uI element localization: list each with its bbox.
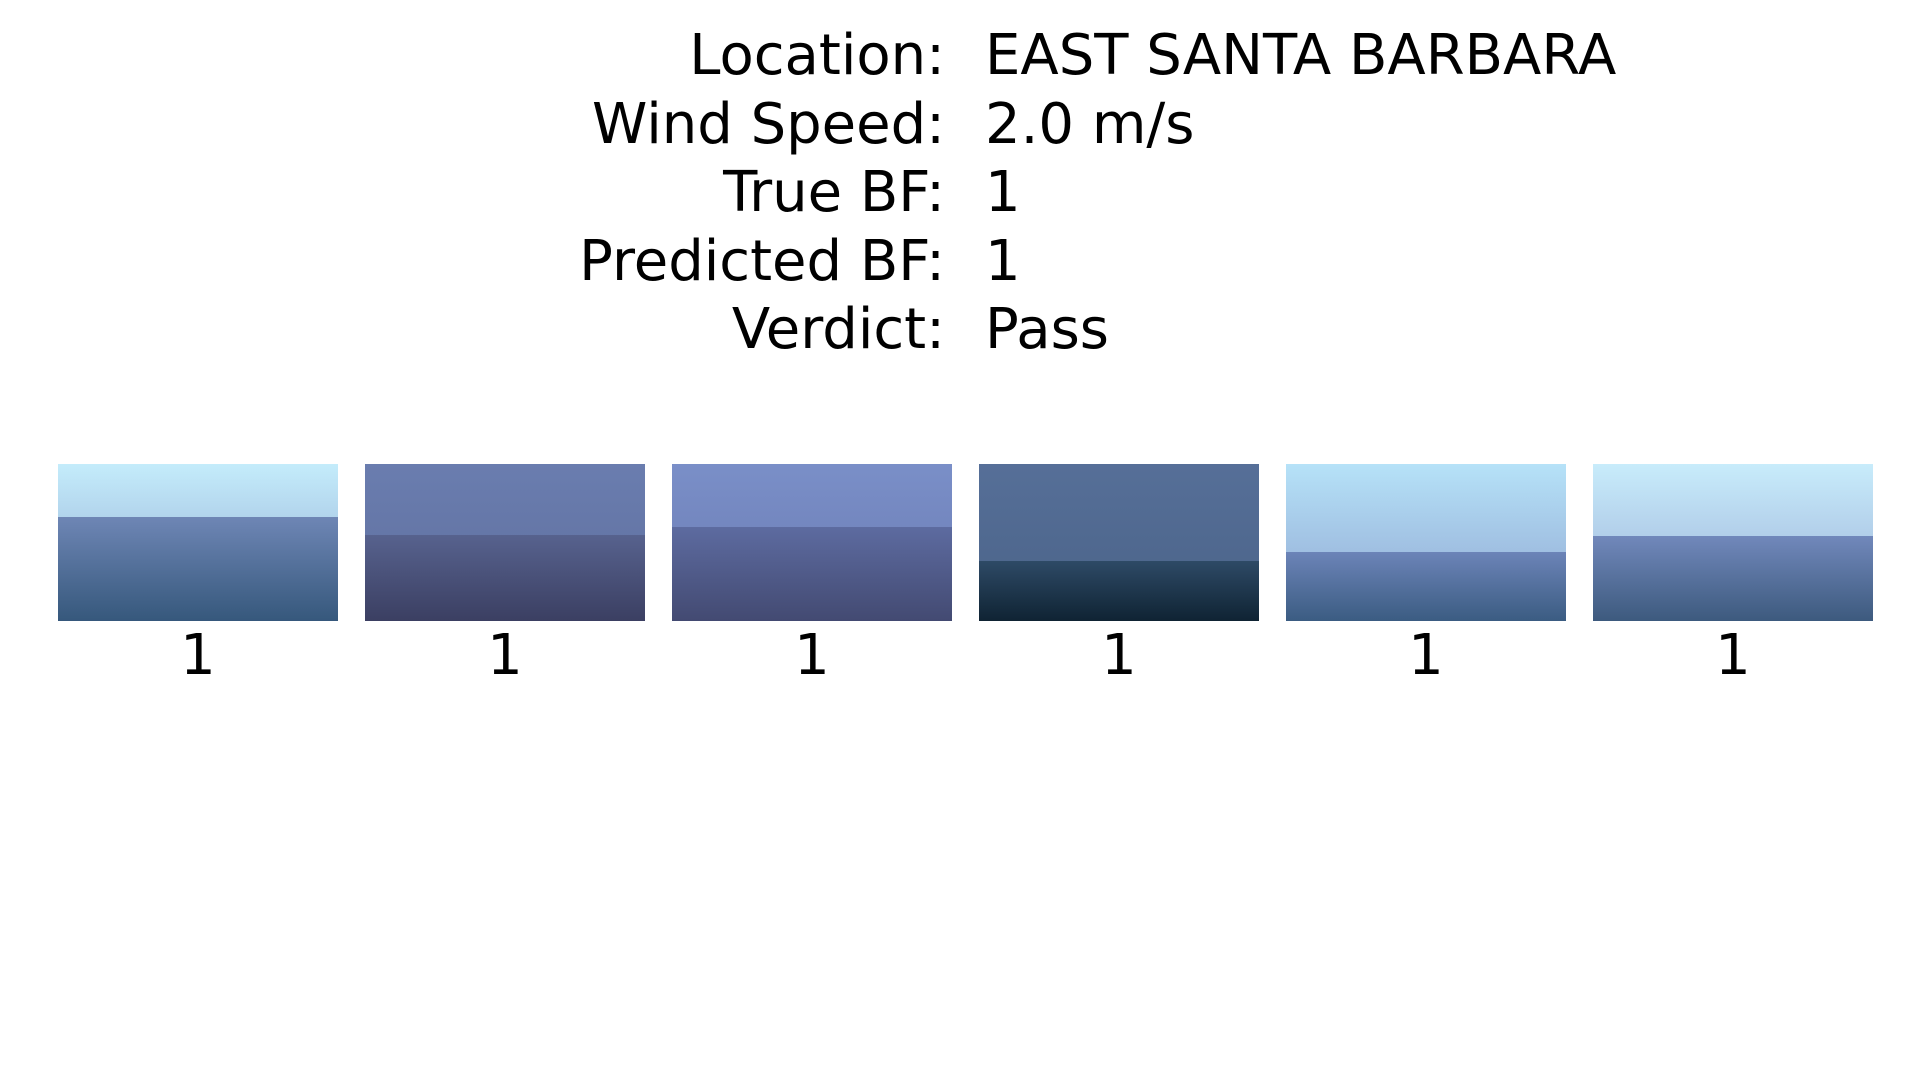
wind-speed-value: 2.0 m/s — [985, 91, 1195, 157]
sea-image-graphic — [365, 464, 645, 621]
image-label: 1 — [487, 623, 523, 688]
image-tile: 1 — [672, 464, 952, 694]
image-label: 1 — [1408, 623, 1444, 688]
sea-image-graphic — [1286, 464, 1566, 621]
verdict-row: Verdict: Pass — [0, 296, 1920, 365]
sea-image-graphic — [58, 464, 338, 621]
verdict-value: Pass — [985, 297, 1109, 362]
image-tile: 1 — [1593, 464, 1873, 694]
location-value: EAST SANTA BARBARA — [985, 23, 1617, 88]
predicted-bf-label: Predicted BF: — [579, 228, 945, 294]
predicted-bf-value: 1 — [985, 228, 1021, 294]
image-tile: 1 — [1286, 464, 1566, 694]
image-label: 1 — [794, 623, 830, 688]
sea-image — [979, 464, 1259, 621]
image-label: 1 — [1101, 623, 1137, 688]
sea-image — [672, 464, 952, 621]
verdict-label: Verdict: — [731, 297, 945, 362]
wind-speed-label: Wind Speed: — [592, 91, 945, 157]
sea-image — [365, 464, 645, 621]
sea-image — [58, 464, 338, 621]
sea-image — [1286, 464, 1566, 621]
image-label: 1 — [1715, 623, 1751, 688]
location-row: Location: EAST SANTA BARBARA — [0, 22, 1920, 91]
sea-image-graphic — [672, 464, 952, 621]
location-label: Location: — [689, 23, 945, 88]
predicted-bf-row: Predicted BF: 1 — [0, 228, 1920, 297]
image-label: 1 — [180, 623, 216, 688]
image-tile: 1 — [365, 464, 645, 694]
sea-image-graphic — [979, 464, 1259, 621]
true-bf-label: True BF: — [723, 160, 945, 225]
sea-image — [1593, 464, 1873, 621]
sea-image-graphic — [1593, 464, 1873, 621]
true-bf-value: 1 — [985, 160, 1021, 225]
image-strip: 1 1 1 — [58, 464, 1873, 694]
true-bf-row: True BF: 1 — [0, 159, 1920, 228]
wind-speed-row: Wind Speed: 2.0 m/s — [0, 91, 1920, 160]
image-tile: 1 — [979, 464, 1259, 694]
info-panel: Location: EAST SANTA BARBARA Wind Speed:… — [0, 22, 1920, 365]
image-tile: 1 — [58, 464, 338, 694]
